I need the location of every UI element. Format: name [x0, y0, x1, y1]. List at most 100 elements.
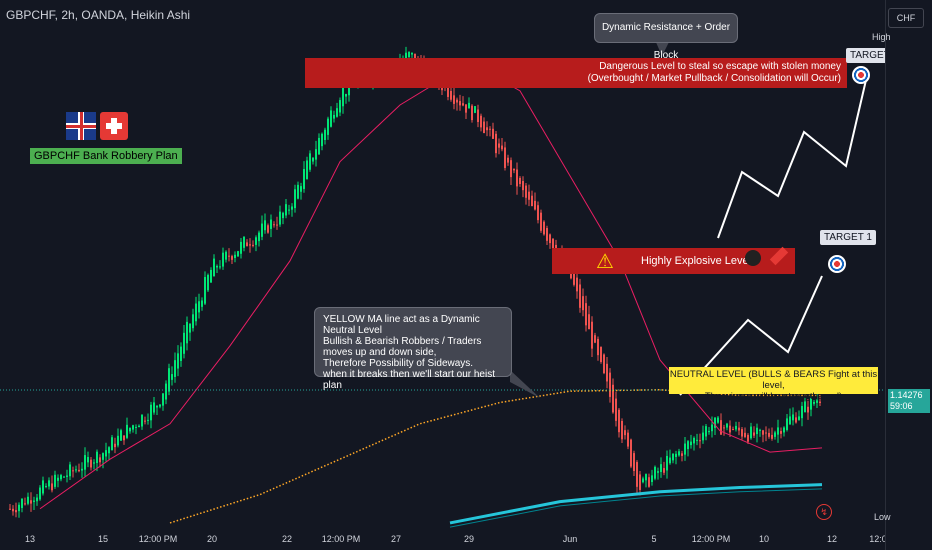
- candle-body: [240, 241, 242, 254]
- candle-body: [753, 432, 755, 436]
- candle-body: [171, 374, 173, 380]
- candle-body: [111, 437, 113, 451]
- candle-body: [213, 258, 215, 277]
- candle-body: [630, 439, 632, 467]
- candle-body: [624, 430, 626, 436]
- candle-body: [318, 137, 320, 155]
- candle-body: [621, 420, 623, 440]
- candle-body: [87, 457, 89, 463]
- candle-body: [789, 416, 791, 425]
- symbol-header: GBPCHF, 2h, OANDA, Heikin Ashi: [6, 8, 191, 22]
- time-tick-label: Jun: [563, 534, 578, 544]
- candle-body: [285, 204, 287, 216]
- pink-ma-line: [39, 61, 823, 510]
- bomb-icon: [745, 250, 761, 266]
- candle-body: [141, 414, 143, 427]
- candle-body: [804, 401, 806, 413]
- candle-body: [198, 301, 200, 313]
- yellow-ma-callout: YELLOW MA line act as a Dynamic Neutral …: [314, 307, 512, 391]
- candle-body: [735, 425, 737, 430]
- candle-body: [78, 469, 80, 472]
- candle-body: [516, 169, 518, 187]
- candle-body: [75, 469, 77, 471]
- candle-body: [201, 300, 203, 307]
- candle-body: [690, 441, 692, 446]
- candle-body: [132, 425, 134, 430]
- candle-body: [588, 314, 590, 330]
- candle-body: [252, 244, 254, 246]
- candle-body: [546, 228, 548, 241]
- candle-body: [183, 332, 185, 354]
- price-axis[interactable]: [885, 0, 932, 550]
- candle-body: [528, 191, 530, 200]
- candle-body: [645, 474, 647, 481]
- warning-icon: ⚠: [596, 251, 614, 273]
- candle-body: [801, 406, 803, 419]
- candle-body: [447, 84, 449, 97]
- candle-body: [162, 393, 164, 406]
- candle-body: [294, 189, 296, 209]
- currency-button[interactable]: CHF: [888, 8, 924, 28]
- replay-icon[interactable]: ↯: [816, 504, 832, 520]
- candle-body: [534, 200, 536, 210]
- neutral-line-2: The winner will be strengthened): [704, 391, 843, 402]
- candle-body: [243, 236, 245, 248]
- time-tick-label: 10: [759, 534, 769, 544]
- candle-body: [531, 195, 533, 207]
- candle-body: [339, 100, 341, 113]
- candle-body: [525, 185, 527, 198]
- candle-body: [276, 224, 278, 226]
- candle-body: [657, 471, 659, 473]
- candle-body: [549, 234, 551, 244]
- time-tick-label: 27: [391, 534, 401, 544]
- candle-body: [207, 274, 209, 291]
- swiss-flag-icon: [100, 112, 128, 140]
- candle-body: [9, 508, 11, 510]
- candle-body: [792, 414, 794, 421]
- candle-body: [510, 160, 512, 178]
- candle-body: [450, 90, 452, 100]
- candle-body: [552, 238, 554, 252]
- candle-body: [654, 466, 656, 479]
- candle-body: [492, 128, 494, 139]
- candle-body: [783, 427, 785, 433]
- candle-body: [798, 416, 800, 420]
- time-tick-label: 12:0: [869, 534, 887, 544]
- candle-body: [408, 52, 410, 57]
- candle-body: [507, 157, 509, 163]
- candle-body: [30, 500, 32, 504]
- candle-body: [96, 451, 98, 463]
- candle-body: [777, 427, 779, 435]
- current-price-tag: 1.14276 59:06: [888, 389, 930, 413]
- candle-body: [819, 401, 821, 404]
- callout-line: YELLOW MA line act as a Dynamic Neutral …: [323, 314, 480, 336]
- candle-body: [726, 423, 728, 428]
- time-tick-label: 20: [207, 534, 217, 544]
- dartboard-icon: [828, 255, 846, 273]
- candle-body: [174, 360, 176, 377]
- candle-body: [216, 266, 218, 268]
- callout-line: Bullish & Bearish Robbers / Traders: [323, 336, 482, 347]
- candle-body: [771, 434, 773, 439]
- candle-body: [717, 417, 719, 423]
- candle-body: [60, 475, 62, 480]
- candle-body: [45, 486, 47, 488]
- candle-body: [465, 104, 467, 113]
- candle-body: [237, 251, 239, 257]
- candle-body: [513, 168, 515, 171]
- candle-body: [186, 321, 188, 344]
- candle-body: [300, 186, 302, 192]
- candle-body: [780, 431, 782, 434]
- candle-body: [204, 277, 206, 304]
- candle-body: [330, 110, 332, 127]
- time-tick-label: 12:00 PM: [692, 534, 731, 544]
- time-tick-label: 12:00 PM: [322, 534, 361, 544]
- candle-body: [600, 347, 602, 362]
- candle-body: [72, 470, 74, 472]
- candle-body: [459, 101, 461, 106]
- candle-body: [279, 211, 281, 225]
- candle-body: [765, 432, 767, 434]
- candle-body: [696, 439, 698, 441]
- candle-body: [675, 453, 677, 457]
- candle-body: [591, 321, 593, 349]
